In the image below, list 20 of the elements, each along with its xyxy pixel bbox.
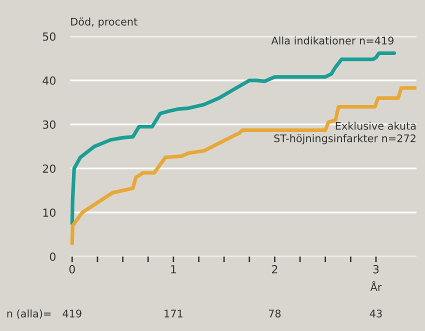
y-tick-label: 40	[42, 76, 56, 85]
x-tick-label: 2	[272, 265, 278, 274]
text: n (alla)=	[7, 309, 51, 319]
y-tick-label: 10	[43, 208, 56, 217]
x-tick-label: 3	[373, 265, 379, 274]
y-axis-title: Död, procent	[71, 18, 138, 28]
text: 43	[370, 310, 382, 318]
x-tick-label: 1	[171, 265, 176, 274]
series-label: Alla indikationer n=419	[271, 36, 394, 45]
series-label: Exklusive akuta ST-höjningsinfarkter n=272	[274, 122, 416, 144]
y-tick-label: 20	[42, 164, 56, 173]
y-tick-label: 30	[42, 120, 56, 129]
text: 78	[268, 310, 281, 318]
text: 171	[164, 310, 182, 318]
text: 419	[62, 310, 82, 318]
x-tick-label: 0	[69, 265, 75, 274]
line-series	[70, 86, 416, 246]
y-tick-label: 50	[42, 32, 56, 41]
y-tick-label: 0	[50, 252, 56, 261]
x-axis-title: År	[370, 281, 382, 291]
